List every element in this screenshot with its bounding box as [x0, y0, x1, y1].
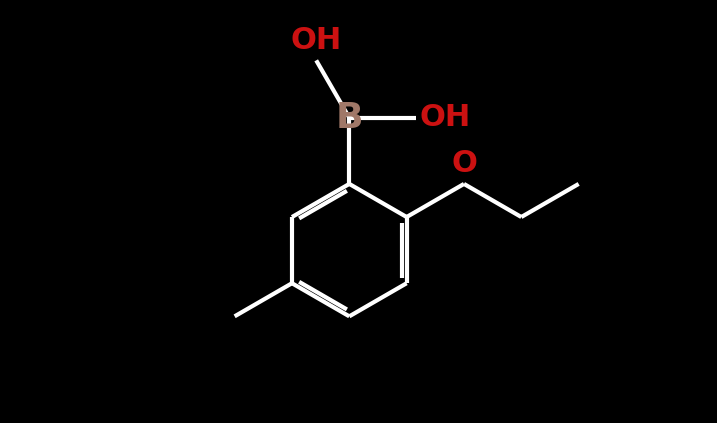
Text: OH: OH	[419, 103, 470, 132]
Text: OH: OH	[290, 26, 342, 55]
Text: O: O	[451, 149, 477, 179]
Text: B: B	[336, 101, 363, 135]
